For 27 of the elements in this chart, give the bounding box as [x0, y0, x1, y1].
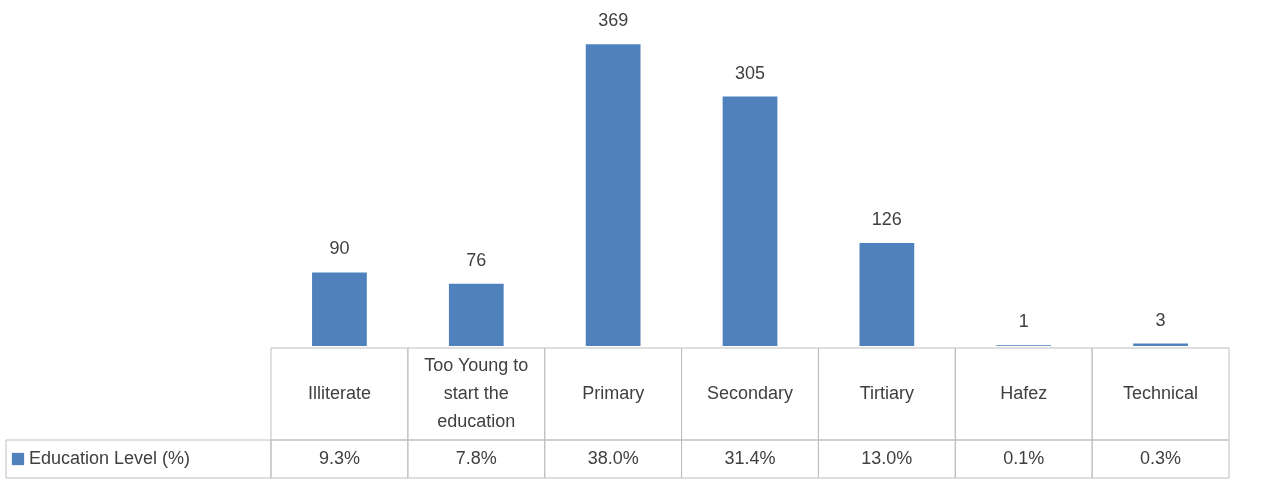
data-label: 305 — [734, 62, 766, 83]
data-label: 3 — [1155, 309, 1166, 330]
bar — [312, 272, 367, 346]
text: 0.3% — [1140, 448, 1182, 468]
text: 7.8% — [455, 448, 497, 468]
data-label: 369 — [598, 10, 629, 31]
data-label: 90 — [329, 238, 350, 259]
bar — [859, 242, 915, 346]
text: 31.4% — [724, 448, 776, 468]
text: 13.0% — [861, 448, 913, 468]
bar — [722, 96, 778, 346]
x-tick-label: Illiterate — [307, 383, 371, 403]
x-tick-label: Technical — [1123, 383, 1199, 403]
x-tick-label: Primary — [582, 383, 645, 403]
data-label: 1 — [1018, 311, 1029, 332]
text: 0.1% — [1003, 448, 1045, 468]
legend-label: Education Level (%) — [29, 448, 191, 468]
data-label: 76 — [466, 249, 487, 270]
x-tick-label: Tirtiary — [859, 383, 915, 403]
x-tick-label: Secondary — [706, 383, 794, 403]
x-tick-label: Hafez — [1000, 383, 1048, 403]
bar — [585, 44, 641, 346]
text: 9.3% — [318, 448, 360, 468]
text: 38.0% — [587, 448, 639, 468]
data-label: 126 — [871, 208, 902, 229]
x-tick-label: Too Young to start the education — [424, 355, 529, 431]
bar — [448, 283, 504, 346]
